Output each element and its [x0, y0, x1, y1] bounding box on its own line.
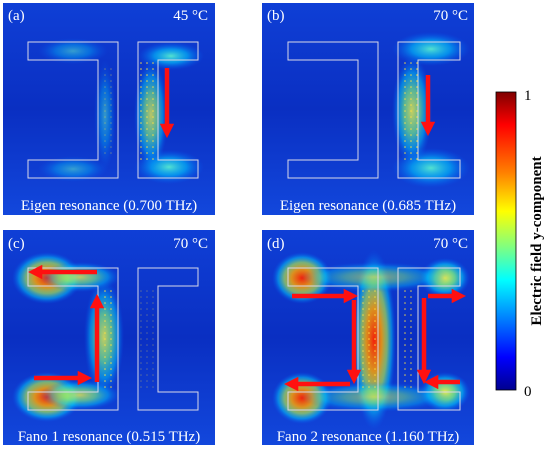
panel-d-caption: Fano 2 resonance (1.160 THz): [277, 429, 460, 445]
panel-b-label: (b): [267, 8, 285, 24]
panel-a-temperature: 45 °C: [173, 8, 208, 24]
panel-a-caption: Eigen resonance (0.700 THz): [21, 198, 197, 214]
panel-c-temperature: 70 °C: [173, 236, 208, 252]
panel-c-label: (c): [8, 236, 25, 252]
panel-c: (c) 70 °C Fano 1 resonance (0.515 THz): [3, 230, 215, 445]
panel-b-temperature: 70 °C: [433, 8, 468, 24]
colorbar-max-label: 1: [524, 88, 532, 104]
panel-d-temperature: 70 °C: [433, 236, 468, 252]
panel-b: (b) 70 °C Eigen resonance (0.685 THz): [262, 3, 474, 215]
colorbar-title: Electric field y-component: [529, 156, 545, 325]
panel-d: (d) 70 °C Fano 2 resonance (1.160 THz): [262, 230, 474, 445]
panel-a-label: (a): [8, 8, 25, 24]
colorbar-gradient: [495, 91, 517, 391]
panel-c-caption: Fano 1 resonance (0.515 THz): [18, 429, 201, 445]
panel-a: (a) 45 °C Eigen resonance (0.700 THz): [3, 3, 215, 215]
panel-b-caption: Eigen resonance (0.685 THz): [280, 198, 456, 214]
colorbar-min-label: 0: [524, 384, 532, 400]
colorbar: 1 0 Electric field y-component: [495, 88, 545, 400]
panel-d-label: (d): [267, 236, 285, 252]
